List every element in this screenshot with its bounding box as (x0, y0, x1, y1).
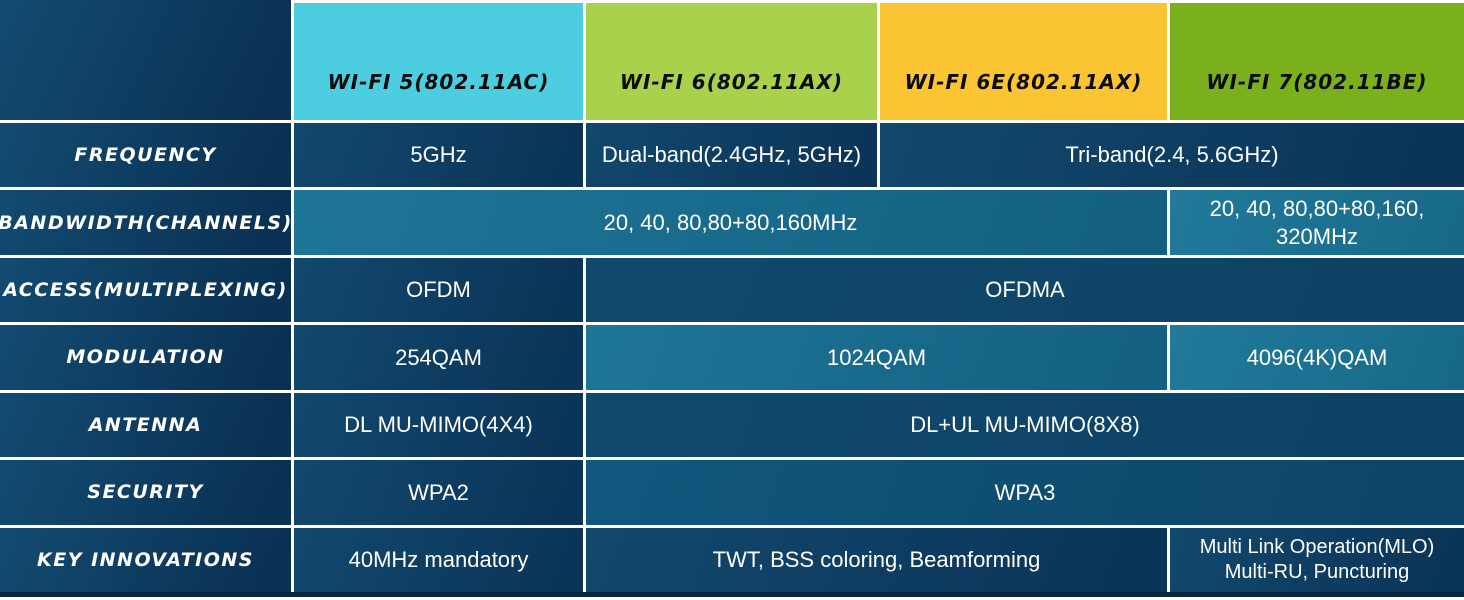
cell-modulation-wifi6-6e: 1024QAM (586, 325, 1167, 390)
cell-security-wifi6-7: WPA3 (586, 460, 1464, 525)
column-header-wifi5: WI-FI 5(802.11AC) (294, 3, 583, 120)
column-header-wifi7: WI-FI 7(802.11BE) (1170, 3, 1464, 120)
cell-frequency-wifi6: Dual-band(2.4GHz, 5GHz) (586, 123, 877, 188)
cell-access-wifi5: OFDM (294, 257, 583, 323)
row-label-access: ACCESS(MULTIPLEXING) (0, 257, 291, 323)
cell-innovations-wifi6-6e: TWT, BSS coloring, Beamforming (586, 527, 1167, 592)
cell-modulation-wifi7: 4096(4K)QAM (1170, 325, 1464, 390)
cell-modulation-wifi5: 254QAM (294, 325, 583, 390)
cell-innovations-wifi7: Multi Link Operation(MLO) Multi-RU, Punc… (1170, 527, 1464, 592)
column-header-wifi6: WI-FI 6(802.11AX) (586, 3, 877, 120)
cell-frequency-wifi5: 5GHz (294, 123, 583, 188)
corner-cell (0, 0, 291, 120)
bottom-strip (0, 592, 1464, 597)
cell-bandwidth-wifi7: 20, 40, 80,80+80,160, 320MHz (1170, 190, 1464, 255)
cell-access-wifi6-7: OFDMA (586, 257, 1464, 323)
cell-security-wifi5: WPA2 (294, 460, 583, 525)
row-label-key-innovations: KEY INNOVATIONS (0, 527, 291, 592)
cell-antenna-wifi6-7: DL+UL MU-MIMO(8X8) (586, 392, 1464, 458)
cell-bandwidth-wifi5-6e: 20, 40, 80,80+80,160MHz (294, 190, 1167, 255)
cell-innovations-wifi5: 40MHz mandatory (294, 527, 583, 592)
row-label-frequency: FREQUENCY (0, 123, 291, 188)
row-label-bandwidth: BANDWIDTH(CHANNELS) (0, 190, 291, 255)
cell-antenna-wifi5: DL MU-MIMO(4X4) (294, 392, 583, 458)
row-label-modulation: MODULATION (0, 325, 291, 390)
row-label-security: SECURITY (0, 460, 291, 525)
column-header-wifi6e: WI-FI 6E(802.11AX) (880, 3, 1167, 120)
cell-frequency-wifi6e-7: Tri-band(2.4, 5.6GHz) (880, 123, 1464, 188)
row-label-antenna: ANTENNA (0, 392, 291, 458)
